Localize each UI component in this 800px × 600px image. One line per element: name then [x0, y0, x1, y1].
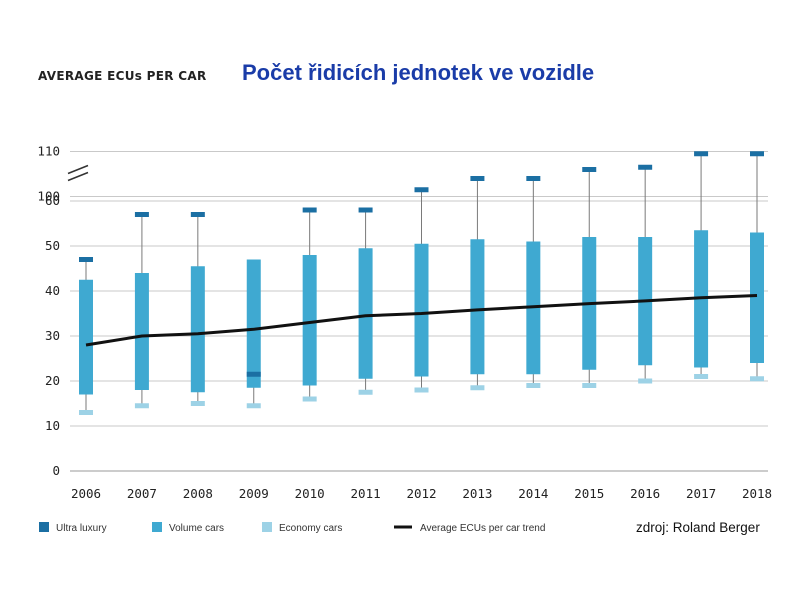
- axis-break-mark: [67, 164, 89, 182]
- axis-break-stroke: [67, 171, 89, 182]
- economy-cars-marker: [638, 378, 653, 384]
- economy-cars-marker: [470, 385, 485, 391]
- trend-line-group: [85, 294, 758, 347]
- y-axis-label: AVERAGE ECUs PER CAR: [38, 69, 207, 83]
- legend-label: Economy cars: [279, 523, 342, 534]
- x-tick-label: 2017: [686, 486, 716, 501]
- x-tick-label: 2013: [462, 486, 492, 501]
- chart-title: Počet řidicích jednotek ve vozidle: [242, 60, 594, 85]
- legend-swatch: [39, 522, 49, 532]
- x-tick-label: 2007: [127, 486, 157, 501]
- ultra-luxury-marker: [79, 257, 93, 262]
- ultra-luxury-marker: [358, 207, 373, 213]
- x-tick-label: 2008: [183, 486, 213, 501]
- y-tick-label: 0: [52, 463, 60, 478]
- y-tick-label: 30: [45, 328, 60, 343]
- x-tick-label: 2009: [239, 486, 269, 501]
- volume-cars-box: [246, 259, 261, 388]
- economy-cars-marker: [582, 383, 597, 388]
- legend-swatch: [262, 522, 272, 532]
- y-tick-label: 10: [45, 418, 60, 433]
- economy-cars-marker: [79, 410, 93, 415]
- economy-cars-marker: [526, 383, 541, 388]
- economy-cars-marker: [414, 387, 429, 393]
- ultra-luxury-marker: [302, 207, 317, 213]
- x-tick-labels: 2006 2007 2008 2009 2010 2011 2012 2013 2014 2015…: [71, 486, 772, 501]
- volume-cars-box: [134, 273, 149, 390]
- x-tick-label: 2011: [351, 486, 381, 501]
- x-tick-label: 2018: [742, 486, 772, 501]
- volume-cars-box: [470, 239, 485, 375]
- ultra-luxury-marker: [246, 371, 261, 377]
- legend-label: Volume cars: [169, 523, 224, 534]
- legend-label: Average ECUs per car trend: [420, 523, 545, 534]
- y-tick-label: 50: [45, 238, 60, 253]
- volume-cars-box: [750, 232, 764, 363]
- ultra-luxury-marker: [134, 212, 149, 217]
- volume-cars-box: [190, 266, 205, 393]
- ultra-luxury-marker: [470, 176, 485, 181]
- volume-cars-box: [79, 279, 93, 395]
- legend-swatch: [152, 522, 162, 532]
- x-tick-label: 2016: [630, 486, 660, 501]
- economy-cars-marker: [134, 403, 149, 409]
- x-tick-label: 2012: [406, 486, 436, 501]
- y-tick-label: 20: [45, 373, 60, 388]
- ultra-luxury-marker: [190, 212, 205, 217]
- ultra-luxury-marker: [694, 151, 709, 157]
- x-tick-label: 2014: [518, 486, 548, 501]
- economy-cars-marker: [302, 396, 317, 402]
- volume-cars-box: [302, 255, 317, 386]
- volume-cars-box: [414, 243, 429, 377]
- trend-line: [85, 294, 758, 347]
- ultra-luxury-marker: [638, 164, 653, 170]
- legend-label: Ultra luxury: [56, 523, 107, 534]
- y-tick-label: 60: [45, 193, 60, 208]
- ultra-luxury-marker: [750, 151, 764, 157]
- y-tick-label: 40: [45, 283, 60, 298]
- economy-cars-marker: [246, 403, 261, 409]
- economy-cars-marker: [190, 401, 205, 406]
- volume-cars-box: [358, 248, 373, 379]
- x-tick-label: 2006: [71, 486, 101, 501]
- economy-cars-marker: [694, 374, 709, 379]
- economy-cars-marker: [750, 376, 764, 382]
- ultra-luxury-marker: [582, 167, 597, 172]
- ultra-luxury-marker: [414, 187, 429, 193]
- axis-break-stroke: [67, 164, 89, 175]
- legend: Ultra luxury Volume cars Economy cars Avera…: [39, 522, 545, 534]
- x-tick-label: 2015: [574, 486, 604, 501]
- ultra-luxury-marker: [526, 176, 541, 181]
- x-tick-label: 2010: [295, 486, 325, 501]
- economy-cars-marker: [358, 389, 373, 395]
- y-tick-label: 100: [37, 189, 60, 204]
- data-marks: [79, 151, 764, 415]
- source-note: zdroj: Roland Berger: [636, 520, 760, 535]
- y-tick-label: 110: [37, 144, 60, 159]
